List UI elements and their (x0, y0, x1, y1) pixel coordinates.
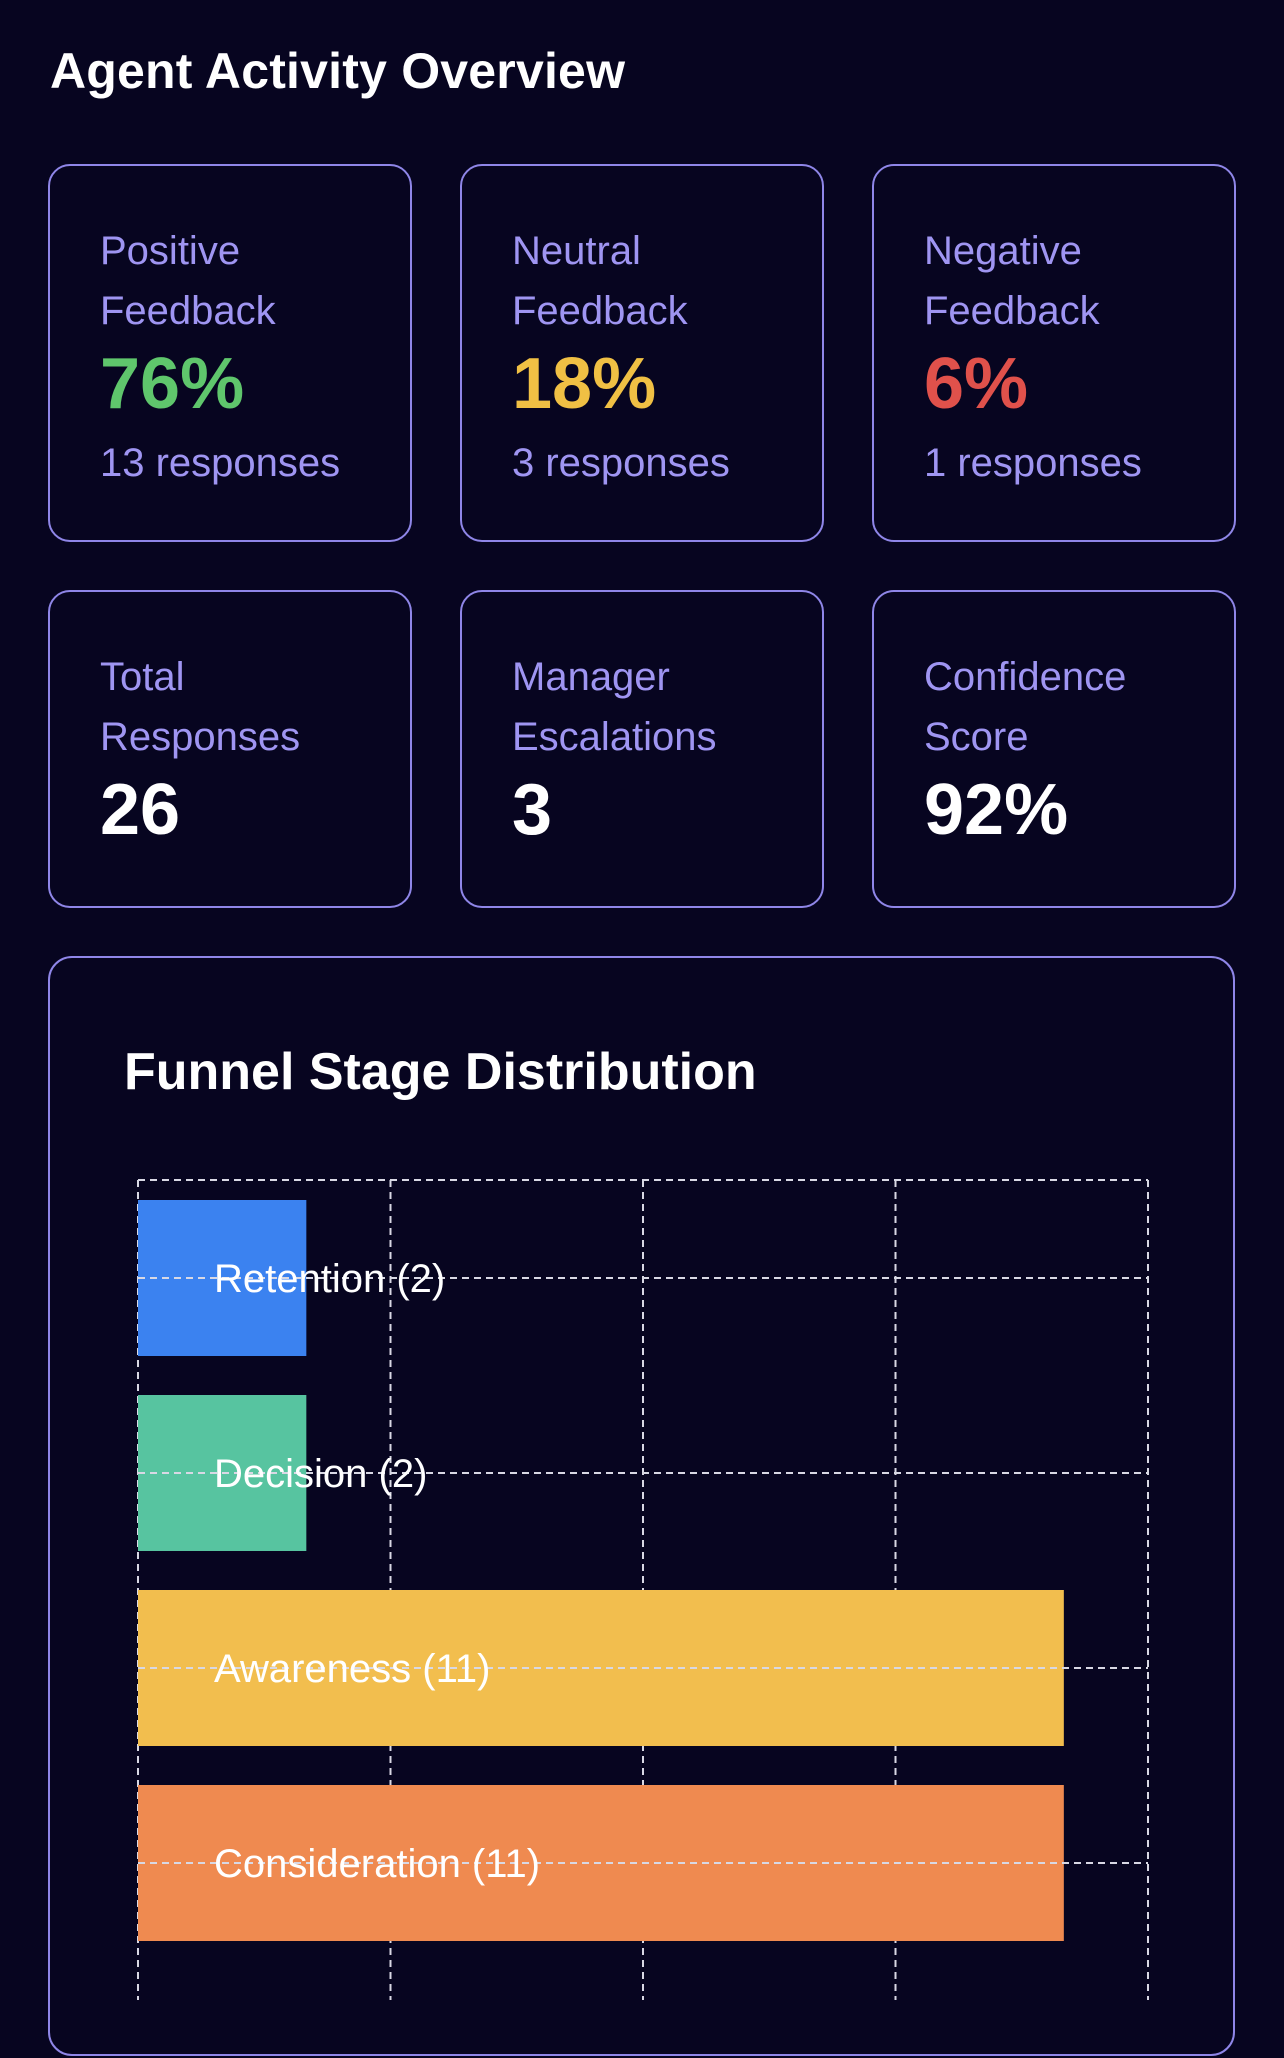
bar-label-retention: Retention (2) (214, 1257, 445, 1301)
total-responses-card: Total Responses 26 (48, 590, 412, 908)
confidence-score-value: 92% (924, 770, 1069, 850)
bar-label-consideration: Consideration (11) (214, 1842, 540, 1886)
neutral-feedback-label: Neutral Feedback (512, 229, 688, 333)
negative-feedback-count: 1 responses (924, 441, 1142, 485)
bar-label-decision: Decision (2) (214, 1452, 427, 1496)
manager-escalations-label: Manager Escalations (512, 655, 717, 759)
negative-feedback-card: Negative Feedback 6% 1 responses (872, 164, 1236, 542)
page-title: Agent Activity Overview (50, 43, 626, 99)
chart-title: Funnel Stage Distribution (124, 1043, 757, 1101)
neutral-feedback-value: 18% (512, 344, 657, 424)
manager-escalations-card: Manager Escalations 3 (460, 590, 824, 908)
positive-feedback-card: Positive Feedback 76% 13 responses (48, 164, 412, 542)
negative-feedback-value: 6% (924, 344, 1029, 424)
manager-escalations-value: 3 (512, 770, 553, 850)
confidence-score-label: Confidence Score (924, 655, 1127, 759)
confidence-score-card: Confidence Score 92% (872, 590, 1236, 908)
total-responses-value: 26 (100, 770, 181, 850)
negative-feedback-label: Negative Feedback (924, 229, 1100, 333)
total-responses-label: Total Responses (100, 655, 301, 759)
neutral-feedback-count: 3 responses (512, 441, 730, 485)
funnel-bar-chart: Retention (2) Decision (2) Awareness (11) C… (137, 1179, 1149, 2000)
bar-label-awareness: Awareness (11) (214, 1647, 490, 1691)
funnel-chart-card: Funnel Stage Distribution Retention (2) D… (48, 956, 1235, 2056)
positive-feedback-label: Positive Feedback (100, 229, 276, 333)
neutral-feedback-card: Neutral Feedback 18% 3 responses (460, 164, 824, 542)
positive-feedback-count: 13 responses (100, 441, 341, 485)
positive-feedback-value: 76% (100, 344, 245, 424)
